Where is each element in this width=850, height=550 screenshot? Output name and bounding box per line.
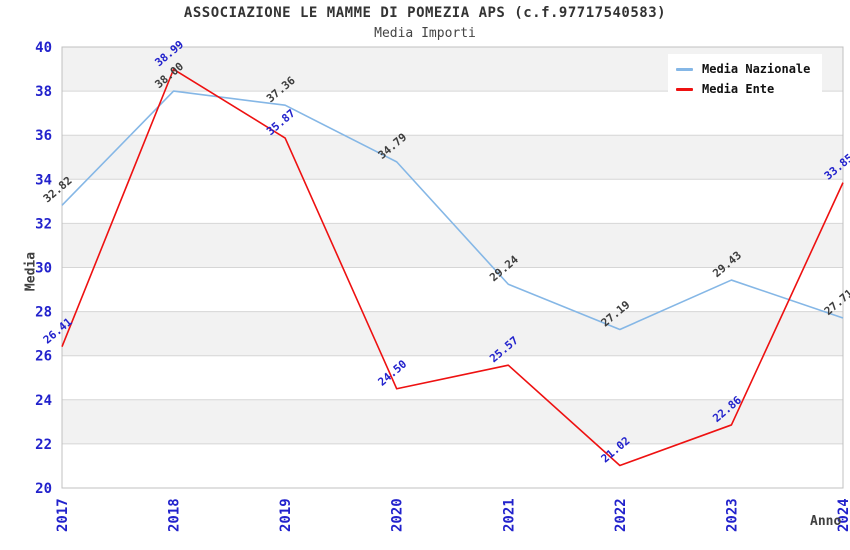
y-tick-label: 32 xyxy=(35,216,52,232)
legend-item-media-nazionale: Media Nazionale xyxy=(676,62,822,76)
y-tick-label: 36 xyxy=(35,128,52,144)
legend-label: Media Ente xyxy=(702,82,775,96)
x-axis-title: Anno xyxy=(810,514,842,529)
x-tick-label: 2018 xyxy=(167,498,183,532)
x-tick-label: 2023 xyxy=(724,498,740,532)
y-tick-label: 22 xyxy=(35,437,52,453)
x-tick-label: 2022 xyxy=(613,498,629,532)
legend-item-media-ente: Media Ente xyxy=(676,82,822,96)
y-tick-label: 34 xyxy=(35,172,52,188)
legend-label: Media Nazionale xyxy=(702,62,811,76)
data-label: 35.87 xyxy=(264,107,298,138)
y-tick-label: 24 xyxy=(35,393,52,409)
legend: Media Nazionale Media Ente xyxy=(668,54,822,104)
chart-subtitle: Media Importi xyxy=(374,26,476,41)
plot-band xyxy=(62,399,843,444)
data-label: 24.50 xyxy=(376,357,410,388)
series-line-media-nazionale xyxy=(61,90,844,331)
x-tick-label: 2021 xyxy=(501,498,517,532)
x-tick-label: 2017 xyxy=(55,498,71,532)
y-tick-label: 28 xyxy=(35,305,52,321)
x-tick-label: 2019 xyxy=(278,498,294,532)
plot-band xyxy=(62,311,843,356)
y-tick-label: 20 xyxy=(35,481,52,497)
y-tick-label: 30 xyxy=(35,261,52,277)
plot-band xyxy=(62,135,843,180)
plot-border xyxy=(61,46,844,489)
series-line-media-ente xyxy=(61,68,844,467)
y-tick-label: 38 xyxy=(35,84,52,100)
x-tick-label: 2020 xyxy=(390,498,406,532)
plot-band xyxy=(62,223,843,268)
y-axis-title: Media xyxy=(23,251,39,292)
chart-title: ASSOCIAZIONE LE MAMME DI POMEZIA APS (c.… xyxy=(183,5,667,21)
x-tick-label: 2024 xyxy=(836,498,850,532)
line-swatch-icon xyxy=(676,67,693,71)
y-tick-label: 26 xyxy=(35,349,52,365)
line-swatch-icon xyxy=(676,87,693,91)
y-tick-label: 40 xyxy=(35,40,52,56)
